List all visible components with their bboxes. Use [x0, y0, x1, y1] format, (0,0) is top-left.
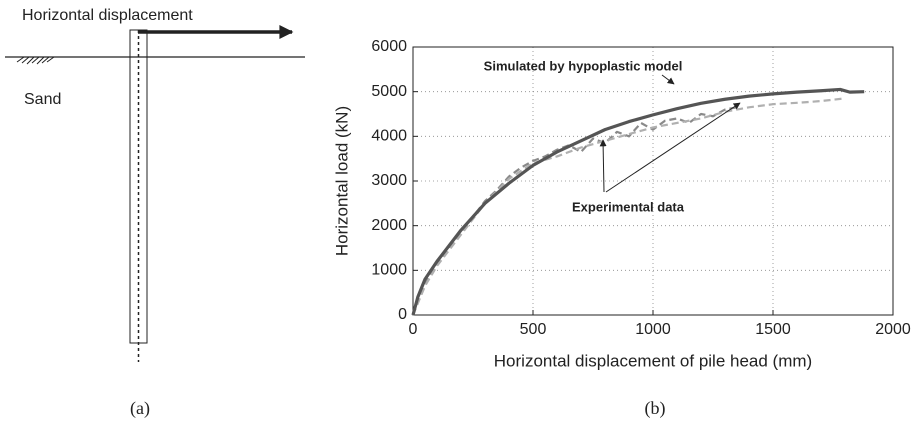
y-tick-label: 5000 [371, 83, 407, 100]
pile-diagram: Horizontal displacement Sand (a) [5, 7, 305, 419]
caption: (b) [645, 398, 666, 419]
annotation-arrow [599, 139, 607, 193]
y-tick-label: 1000 [371, 262, 407, 279]
caption: (a) [130, 398, 150, 419]
annotation: Experimental data [572, 199, 685, 214]
y-tick-label: 3000 [371, 172, 407, 189]
chart: 0 1000 2000 3000 4000 5000 6000 0 500 1000 1500 200… [332, 38, 910, 419]
soil-hatch [16, 56, 55, 65]
x-tick-label: 1000 [635, 321, 671, 338]
series-line [411, 106, 738, 316]
x-tick-label: 1500 [755, 321, 791, 338]
annotation: Simulated by hypoplastic model [484, 58, 683, 73]
annotation-arrow [605, 102, 741, 193]
annotation-arrow [661, 74, 675, 85]
y-axis-label: Horizontal load (kN) [332, 106, 351, 256]
diagram-label: Horizontal displacement [22, 7, 193, 24]
y-tick-label: 4000 [371, 128, 407, 145]
x-tick-label: 0 [409, 321, 418, 338]
y-tick-label: 0 [398, 306, 407, 323]
plot-frame [412, 46, 894, 316]
x-tick-label: 500 [520, 321, 547, 338]
series-line [411, 97, 846, 316]
y-tick-label: 6000 [371, 38, 407, 55]
y-tick-label: 2000 [371, 217, 407, 234]
x-axis-label: Horizontal displacement of pile head (mm… [494, 351, 812, 370]
series-line [411, 87, 865, 316]
x-tick-label: 2000 [875, 321, 911, 338]
soil-label: Sand [24, 91, 61, 108]
